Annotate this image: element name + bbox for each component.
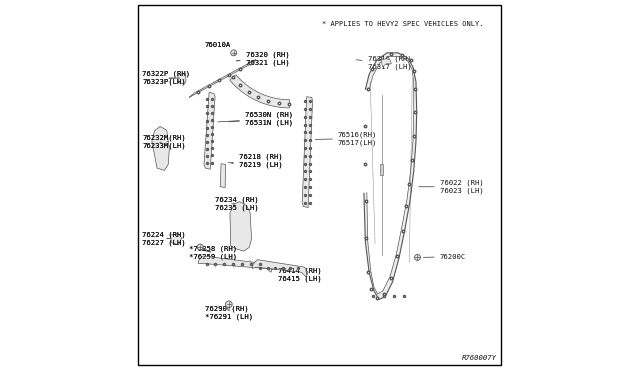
Polygon shape [252,260,308,277]
Polygon shape [198,256,273,272]
Text: 76530N (RH)
76531N (LH): 76530N (RH) 76531N (LH) [229,112,293,126]
Polygon shape [364,53,417,299]
Circle shape [197,244,203,250]
Circle shape [225,301,232,308]
Text: *76258 (RH)
*76259 (LH): *76258 (RH) *76259 (LH) [189,246,237,260]
Text: 76290 (RH)
*76291 (LH): 76290 (RH) *76291 (LH) [205,306,253,320]
Text: 76234 (RH)
76235 (LH): 76234 (RH) 76235 (LH) [215,197,259,211]
Circle shape [231,50,237,56]
Text: 76322P (RH)
76323P(LH): 76322P (RH) 76323P(LH) [142,71,190,85]
Text: 76320 (RH)
76321 (LH): 76320 (RH) 76321 (LH) [236,52,289,66]
Text: 76322P (RH)
76323P(LH): 76322P (RH) 76323P(LH) [142,71,190,85]
Text: 76234 (RH)
76235 (LH): 76234 (RH) 76235 (LH) [215,197,259,211]
Polygon shape [230,202,252,251]
Text: 76224 (RH)
76227 (LH): 76224 (RH) 76227 (LH) [142,232,186,246]
Polygon shape [152,126,170,170]
Text: 76010A: 76010A [205,42,234,51]
Text: 76414 (RH)
76415 (LH): 76414 (RH) 76415 (LH) [271,267,322,282]
Polygon shape [204,92,215,169]
Text: 76316 (RH)
76317 (LH): 76316 (RH) 76317 (LH) [356,56,412,70]
Text: *76258 (RH)
*76259 (LH): *76258 (RH) *76259 (LH) [189,246,237,260]
Polygon shape [302,97,312,208]
Text: * APPLIES TO HEVY2 SPEC VEHICLES ONLY.: * APPLIES TO HEVY2 SPEC VEHICLES ONLY. [322,21,483,27]
Text: 76224 (RH)
76227 (LH): 76224 (RH) 76227 (LH) [142,232,186,246]
Polygon shape [170,234,182,245]
Text: 76232M(RH)
76233M(LH): 76232M(RH) 76233M(LH) [142,134,186,148]
Text: 76232M(RH)
76233M(LH): 76232M(RH) 76233M(LH) [142,134,186,148]
Text: 76530N (RH)
76531N (LH): 76530N (RH) 76531N (LH) [218,112,293,126]
Text: 76290 (RH)
*76291 (LH): 76290 (RH) *76291 (LH) [205,306,253,320]
Text: 76414 (RH)
76415 (LH): 76414 (RH) 76415 (LH) [271,267,322,282]
Text: 76022 (RH)
76023 (LH): 76022 (RH) 76023 (LH) [419,180,484,194]
Text: 76200C: 76200C [423,254,466,260]
Polygon shape [189,60,255,97]
Text: 76320 (RH)
76321 (LH): 76320 (RH) 76321 (LH) [236,52,289,66]
Text: 76218 (RH)
76219 (LH): 76218 (RH) 76219 (LH) [232,154,283,168]
Text: 76516(RH)
76517(LH): 76516(RH) 76517(LH) [316,131,377,145]
Text: R760007Y: R760007Y [461,355,497,361]
Polygon shape [230,75,289,108]
Polygon shape [220,164,225,187]
Polygon shape [381,59,392,67]
Circle shape [415,254,420,260]
Polygon shape [178,74,186,84]
Text: 76010A: 76010A [205,42,234,51]
Polygon shape [380,164,383,175]
Text: 76218 (RH)
76219 (LH): 76218 (RH) 76219 (LH) [228,154,283,168]
